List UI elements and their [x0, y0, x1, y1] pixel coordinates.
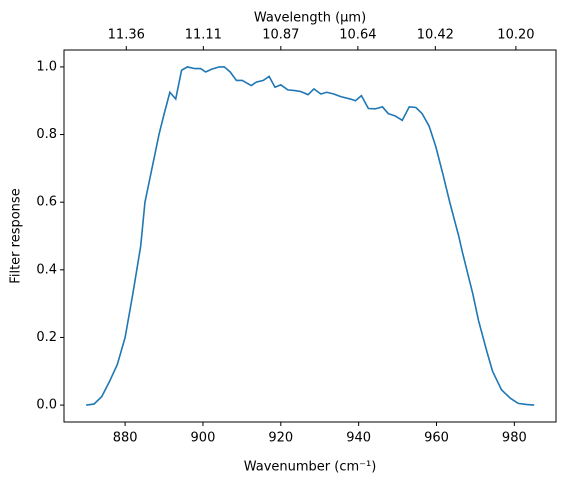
x2-tick-label: 11.36	[108, 28, 145, 43]
line	[86, 66, 535, 406]
x-tick-label: 880	[113, 431, 138, 446]
y-tick-label: 0.6	[36, 195, 57, 210]
x-tick-label: 980	[502, 431, 527, 446]
y-tick-label: 0.2	[36, 330, 57, 345]
y-tick-label: 0.0	[36, 398, 57, 413]
y-tick-label: 0.4	[36, 262, 57, 277]
y-axis-label: Filter response	[9, 188, 24, 283]
x2-tick-label: 10.87	[262, 28, 299, 43]
x-tick-label: 900	[191, 431, 216, 446]
plot-frame	[63, 49, 557, 423]
x-tick-label: 920	[268, 431, 293, 446]
y-tick-label: 0.8	[36, 127, 57, 142]
y-tick-label: 1.0	[36, 59, 57, 74]
x2-tick-label: 10.64	[339, 28, 376, 43]
x2-tick-label: 10.42	[417, 28, 454, 43]
x-axis-label: Wavenumber (cm⁻¹)	[244, 460, 377, 475]
x2-tick-label: 10.20	[497, 28, 534, 43]
x2-axis-label: Wavelength (μm)	[254, 11, 366, 26]
x-tick-label: 940	[346, 431, 371, 446]
x-tick-label: 960	[424, 431, 449, 446]
x2-tick-label: 11.11	[185, 28, 222, 43]
